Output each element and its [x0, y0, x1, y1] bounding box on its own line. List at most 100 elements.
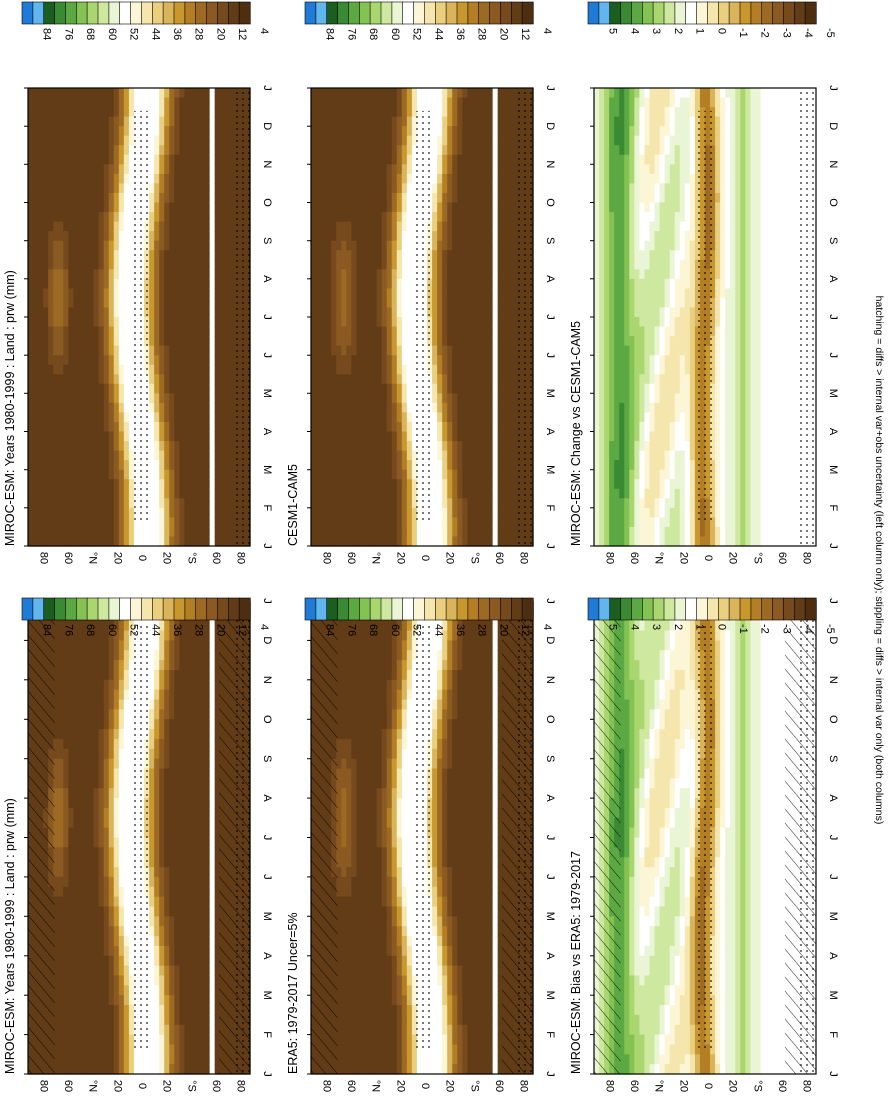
heatmap-cell — [492, 1064, 499, 1075]
heatmap-cell — [73, 768, 80, 779]
heatmap-cell — [624, 847, 630, 858]
heatmap-cell — [442, 975, 448, 986]
heatmap-cell — [619, 847, 625, 858]
heatmap-cell — [396, 709, 403, 720]
heatmap-cell — [401, 945, 408, 957]
heatmap-cell — [376, 689, 383, 701]
heatmap-cell — [149, 1014, 155, 1026]
heatmap-cell — [477, 699, 484, 710]
heatmap-cell — [189, 906, 196, 917]
heatmap-cell — [467, 955, 474, 967]
heatmap-cell — [149, 975, 155, 986]
heatmap-cell — [437, 630, 443, 642]
heatmap-cell — [341, 926, 347, 937]
heatmap-cell — [159, 768, 165, 779]
heatmap-cell — [159, 817, 165, 829]
heatmap-cell — [149, 679, 155, 691]
heatmap-cell — [381, 965, 388, 977]
heatmap-cell — [123, 955, 130, 967]
heatmap-cell — [406, 1024, 413, 1036]
heatmap-cell — [649, 936, 656, 947]
heatmap-cell — [88, 906, 95, 917]
heatmap-cell — [462, 798, 469, 809]
heatmap-cell — [624, 985, 630, 996]
heatmap-cell — [204, 807, 211, 819]
heatmap-cell — [154, 1014, 160, 1026]
heatmap-cell — [376, 965, 383, 977]
heatmap-cell — [154, 738, 160, 750]
heatmap-cell — [68, 965, 75, 977]
heatmap-cell — [174, 867, 180, 878]
heatmap-cell — [351, 965, 358, 977]
heatmap-cell — [371, 857, 378, 868]
heatmap-cell — [83, 916, 90, 927]
heatmap-cell — [98, 798, 105, 809]
heatmap-cell — [199, 650, 206, 661]
heatmap-cell — [361, 1014, 368, 1026]
heatmap-cell — [356, 906, 363, 917]
heatmap-cell — [103, 650, 110, 661]
heatmap-cell — [659, 630, 666, 642]
heatmap-cell — [346, 669, 352, 681]
heatmap-cell — [644, 985, 651, 996]
heatmap-cell — [154, 985, 160, 996]
heatmap-cell — [457, 669, 463, 681]
heatmap-cell — [487, 1024, 494, 1036]
heatmap-cell — [371, 798, 378, 809]
heatmap-cell — [174, 709, 180, 720]
heatmap-cell — [58, 1005, 64, 1016]
heatmap-cell — [422, 1064, 428, 1075]
heatmap-cell — [472, 798, 479, 809]
heatmap-cell — [154, 650, 160, 661]
heatmap-cell — [649, 738, 656, 750]
heatmap-cell — [361, 955, 368, 967]
heatmap-cell — [649, 906, 656, 917]
heatmap-cell — [624, 758, 630, 770]
heatmap-cell — [184, 876, 191, 888]
heatmap-cell — [644, 798, 651, 809]
heatmap-cell — [634, 926, 641, 937]
heatmap-cell — [78, 886, 85, 898]
heatmap-cell — [649, 896, 656, 908]
heatmap-cell — [214, 650, 221, 661]
lat-tick-label: 20 — [394, 1080, 406, 1092]
heatmap-cell — [447, 630, 453, 642]
heatmap-cell — [457, 817, 463, 829]
heatmap-cell — [437, 719, 443, 730]
heatmap-cell — [619, 689, 625, 701]
heatmap-cell — [492, 965, 499, 977]
heatmap-cell — [346, 847, 352, 858]
heatmap-cell — [492, 669, 499, 681]
heatmap-cell — [209, 837, 216, 848]
heatmap-cell — [361, 1044, 368, 1055]
heatmap-cell — [179, 955, 186, 967]
heatmap-cell — [53, 985, 59, 996]
heatmap-cell — [88, 955, 95, 967]
heatmap-cell — [346, 778, 352, 789]
heatmap-cell — [103, 1064, 110, 1075]
heatmap-cell — [73, 975, 80, 986]
heatmap-cell — [457, 660, 463, 671]
heatmap-cell — [462, 699, 469, 710]
heatmap-cell — [361, 837, 368, 848]
heatmap-cell — [53, 896, 59, 908]
heatmap-cell — [123, 916, 130, 927]
heatmap-cell — [634, 640, 641, 651]
heatmap-cell — [351, 916, 358, 927]
heatmap-cell — [179, 936, 186, 947]
heatmap-cell — [447, 867, 453, 878]
heatmap-cell — [194, 729, 201, 740]
heatmap-cell — [649, 965, 656, 977]
heatmap-cell — [462, 640, 469, 651]
heatmap-cell — [98, 650, 105, 661]
heatmap-cell — [189, 778, 196, 789]
heatmap-cell — [381, 748, 388, 760]
heatmap-cell — [78, 876, 85, 888]
heatmap-cell — [149, 709, 155, 720]
heatmap-cell — [401, 1034, 408, 1046]
heatmap-cell — [371, 995, 378, 1006]
heatmap-cell — [401, 699, 408, 710]
heatmap-cell — [108, 798, 115, 809]
heatmap-cell — [214, 955, 221, 967]
heatmap-cell — [406, 660, 413, 671]
